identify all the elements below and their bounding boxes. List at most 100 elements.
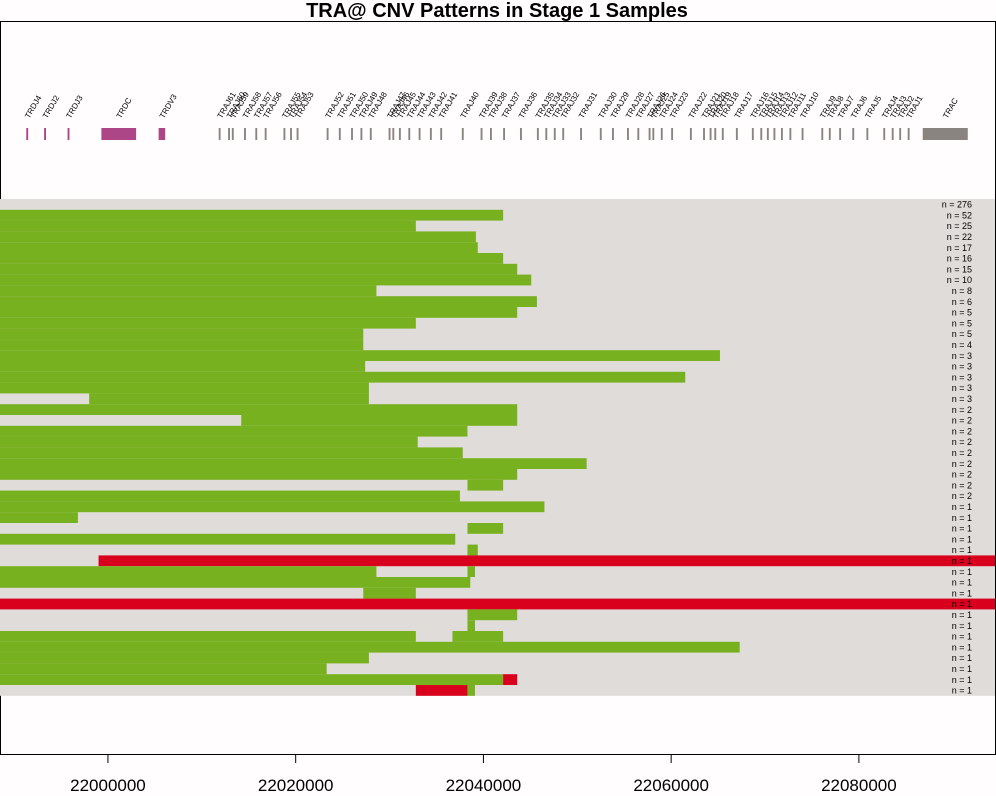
- cnv-segment-row-14-loss: [0, 339, 364, 351]
- cnv-segment-row-13-loss: [0, 328, 364, 340]
- gene-bar-traj55: [283, 128, 286, 140]
- gene-bar-traj6: [852, 128, 855, 140]
- gene-bar-traj47: [388, 128, 391, 140]
- chart-title: TRA@ CNV Patterns in Stage 1 Samples: [306, 0, 688, 22]
- cnv-segment-row-41-loss: [0, 631, 416, 642]
- row-count-label: n = 1: [952, 556, 972, 566]
- cnv-segment-row-46-loss: [467, 685, 475, 696]
- cnv-segment-row-20-loss: [0, 404, 518, 415]
- gene-bar-traj17: [735, 128, 738, 140]
- row-count-label: n = 1: [952, 599, 972, 609]
- gene-bar-traj44: [408, 128, 411, 140]
- cnv-segment-row-27-loss: [467, 479, 504, 491]
- cnv-segment-row-24-loss: [0, 447, 463, 459]
- gene-bar-traj43: [418, 128, 421, 140]
- gene-bar-traj51: [338, 128, 341, 140]
- gene-bar-traj37: [503, 128, 506, 140]
- gene-bar-traj22: [689, 128, 692, 140]
- row-count-label: n = 22: [947, 232, 972, 242]
- row-count-label: n = 1: [952, 534, 972, 544]
- cnv-segment-row-40-loss: [467, 620, 475, 631]
- row-count-label: n = 1: [952, 686, 972, 696]
- x-tick-label: 22040000: [446, 776, 522, 795]
- cnv-segment-row-3-loss: [0, 220, 416, 232]
- row-count-label: n = 2: [952, 470, 972, 480]
- cnv-segment-row-10-loss: [0, 296, 537, 307]
- row-count-label: n = 2: [952, 426, 972, 436]
- cnv-heatmap: [0, 199, 995, 696]
- row-count-label: n = 4: [952, 340, 972, 350]
- row-count-label: n = 1: [952, 502, 972, 512]
- row-count-label: n = 276: [942, 200, 972, 210]
- gene-bar-traj28: [627, 128, 629, 140]
- row-count-label: n = 52: [947, 210, 972, 220]
- gene-bar-traj26: [648, 128, 651, 140]
- gene-bar-traj25: [652, 128, 655, 140]
- gene-bar-traj1: [907, 128, 910, 140]
- gene-bar-traj53: [296, 128, 299, 140]
- row-count-label: n = 3: [952, 372, 972, 382]
- row-count-label: n = 1: [952, 621, 972, 631]
- gene-bar-traj48: [369, 128, 372, 140]
- row-count-label: n = 17: [947, 243, 972, 253]
- gene-bar-traj4: [883, 128, 886, 140]
- row-count-label: n = 1: [952, 524, 972, 534]
- cnv-segment-row-8-loss: [0, 274, 532, 286]
- gene-bar-traj14: [766, 128, 769, 140]
- cnv-segment-row-41-loss: [452, 631, 504, 642]
- row-count-label: n = 1: [952, 632, 972, 642]
- gene-bar-traj57: [255, 128, 258, 140]
- gene-bar-traj54: [290, 128, 292, 140]
- cnv-segment-row-22-loss: [0, 425, 468, 437]
- x-axis: 22000000 22020000 22040000 22060000 22080000: [70, 755, 897, 795]
- cnv-segment-row-34-gain: [98, 555, 995, 567]
- gene-bar-traj8: [828, 128, 831, 140]
- row-count-label: n = 1: [952, 675, 972, 685]
- cnv-segment-row-7-loss: [0, 263, 518, 275]
- gene-bar-traj41: [440, 128, 443, 140]
- cnv-segment-row-28-loss: [0, 490, 460, 502]
- gene-bar-traj20: [709, 128, 712, 140]
- cnv-segment-row-17-loss: [0, 371, 686, 383]
- cnv-segment-row-16-loss: [0, 361, 366, 372]
- gene-bar-traj9: [821, 128, 824, 140]
- cnv-segment-row-39-loss: [467, 609, 518, 621]
- row-count-label: n = 5: [952, 329, 972, 339]
- gene-bar-trdj4: [26, 128, 29, 140]
- gene-bar-traj50: [351, 128, 353, 140]
- gene-bar-traj3: [891, 128, 894, 140]
- cnv-segment-row-6-loss: [0, 253, 504, 264]
- row-count-label: n = 3: [952, 394, 972, 404]
- row-count-label: n = 2: [952, 437, 972, 447]
- gene-bar-traj16: [751, 128, 754, 140]
- x-tick-label: 22000000: [70, 776, 146, 795]
- row-count-label: n = 15: [947, 264, 972, 274]
- gene-bar-traj11: [789, 128, 792, 140]
- gene-bar-traj52: [326, 128, 329, 140]
- row-count-label: n = 3: [952, 351, 972, 361]
- gene-bar-traj56: [264, 128, 267, 140]
- cnv-segment-row-36-loss: [0, 577, 471, 588]
- gene-bar-traj46: [392, 128, 395, 140]
- gene-bar-traj60: [228, 128, 230, 140]
- row-count-label: n = 8: [952, 286, 972, 296]
- cnv-segment-row-43-loss: [0, 652, 369, 664]
- x-tick-label: 22020000: [258, 776, 334, 795]
- gene-bar-traj31: [580, 128, 582, 140]
- row-count-label: n = 2: [952, 459, 972, 469]
- row-count-label: n = 3: [952, 362, 972, 372]
- cnv-segment-row-11-loss: [0, 307, 518, 318]
- gene-bar-traj33: [553, 128, 556, 140]
- gene-bar-trdj2: [44, 128, 46, 140]
- row-count-label: n = 2: [952, 405, 972, 415]
- gene-bar-traj13: [773, 128, 776, 140]
- cnv-segment-row-4-loss: [0, 231, 476, 243]
- gene-bar-trdc: [101, 128, 137, 140]
- gene-bar-traj39: [480, 128, 483, 140]
- row-count-label: n = 6: [952, 297, 972, 307]
- cnv-segment-row-35-loss: [0, 566, 377, 577]
- gene-bar-traj59: [231, 128, 234, 140]
- gene-bar-traj49: [360, 128, 363, 140]
- gene-bar-traj29: [612, 128, 614, 140]
- cnv-segment-row-38-gain: [0, 598, 995, 610]
